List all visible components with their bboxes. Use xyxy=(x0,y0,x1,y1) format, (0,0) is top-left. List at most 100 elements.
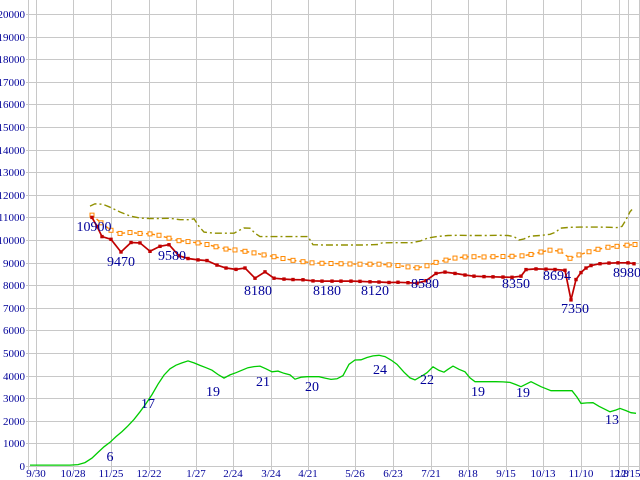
marker-open-square xyxy=(395,263,401,269)
marker-filled-square xyxy=(95,224,99,229)
marker-filled-square xyxy=(482,274,486,279)
y-axis-label: 19000 xyxy=(0,32,26,44)
point-label: 8180 xyxy=(313,284,341,299)
series-lower-green-solid xyxy=(30,354,637,466)
series-line-lower-green-solid xyxy=(30,354,637,466)
point-label: 8350 xyxy=(502,277,530,292)
marker-filled-square xyxy=(196,258,200,262)
marker-filled-square xyxy=(243,266,247,270)
marker-filled-square xyxy=(339,279,343,283)
marker-open-square xyxy=(176,238,182,244)
y-axis-label: 20000 xyxy=(0,9,26,21)
marker-open-square xyxy=(261,252,267,258)
point-label: 17 xyxy=(141,397,155,412)
point-label: 7350 xyxy=(561,302,589,317)
marker-open-square xyxy=(471,254,477,260)
marker-open-square xyxy=(632,242,638,248)
marker-open-square xyxy=(347,261,353,267)
point-label: 9470 xyxy=(107,255,135,270)
marker-filled-square xyxy=(563,268,567,272)
x-axis-label: 10/28 xyxy=(60,468,86,480)
y-axis-label: 2000 xyxy=(3,416,26,428)
y-axis-label: 4000 xyxy=(3,371,26,383)
marker-filled-square xyxy=(501,275,505,279)
marker-open-square xyxy=(595,246,601,252)
y-axis-label: 14000 xyxy=(0,145,26,157)
marker-open-square xyxy=(367,261,373,267)
x-axis-label: 9/15 xyxy=(496,468,516,480)
vertical-gridlines xyxy=(28,0,640,470)
y-axis-label: 10000 xyxy=(0,235,26,247)
marker-open-square xyxy=(117,230,123,236)
point-label: 8120 xyxy=(361,284,389,299)
marker-open-square xyxy=(127,230,133,236)
marker-open-square xyxy=(290,257,296,263)
marker-open-square xyxy=(557,248,563,254)
marker-filled-square xyxy=(368,280,372,284)
marker-filled-square xyxy=(598,262,602,266)
series-line-middle-orange-dashed xyxy=(91,214,636,269)
marker-open-square xyxy=(519,253,525,259)
marker-filled-square xyxy=(215,263,219,267)
marker-open-square xyxy=(300,259,306,265)
x-axis-label: 5/26 xyxy=(345,468,365,480)
marker-open-square xyxy=(481,254,487,260)
point-label: 19 xyxy=(471,385,485,400)
marker-open-square xyxy=(376,261,382,267)
marker-filled-square xyxy=(282,277,286,281)
marker-open-square xyxy=(98,220,104,226)
y-axis-label: 8000 xyxy=(3,280,26,292)
point-label: 19 xyxy=(206,385,220,400)
marker-filled-square xyxy=(616,261,620,265)
y-axis-label: 9000 xyxy=(3,258,26,270)
marker-open-square xyxy=(538,249,544,255)
marker-filled-square xyxy=(553,267,557,272)
marker-open-square xyxy=(242,248,248,254)
marker-filled-square xyxy=(579,270,583,275)
x-axis-label: 6/23 xyxy=(383,468,403,480)
point-label: 6 xyxy=(107,450,114,465)
point-label: 20 xyxy=(305,380,319,395)
y-axis-label: 1000 xyxy=(3,438,26,450)
y-axis-label: 0 xyxy=(20,461,26,473)
marker-filled-square xyxy=(453,271,457,276)
marker-filled-square xyxy=(510,275,514,279)
marker-filled-square xyxy=(544,267,548,271)
x-axis-label: 3/24 xyxy=(261,468,281,480)
marker-filled-square xyxy=(626,261,630,265)
series-main-red-solid xyxy=(90,215,636,302)
marker-open-square xyxy=(586,249,592,255)
marker-filled-square xyxy=(311,279,315,283)
marker-open-square xyxy=(433,259,439,265)
y-axis-label: 6000 xyxy=(3,325,26,337)
marker-open-square xyxy=(137,230,143,236)
marker-open-square xyxy=(185,239,191,245)
marker-open-square xyxy=(166,235,172,241)
marker-open-square xyxy=(195,240,201,246)
point-label: 24 xyxy=(373,363,387,378)
marker-filled-square xyxy=(358,279,362,284)
marker-filled-square xyxy=(491,275,495,279)
y-axis-label: 17000 xyxy=(0,77,26,89)
marker-filled-square xyxy=(253,276,257,280)
marker-filled-square xyxy=(109,237,113,242)
x-axis-label: 12/15 xyxy=(615,468,640,480)
marker-filled-square xyxy=(519,274,523,278)
marker-filled-square xyxy=(272,276,276,280)
marker-filled-square xyxy=(234,267,238,272)
marker-filled-square xyxy=(291,277,295,282)
marker-open-square xyxy=(328,261,334,267)
y-axis-labels: 0 1000 2000 3000 4000 5000 6000 7000 8000 9000 100… xyxy=(0,9,26,473)
y-axis-label: 3000 xyxy=(3,393,26,405)
y-axis-label: 15000 xyxy=(0,122,26,134)
marker-open-square xyxy=(338,261,344,267)
marker-filled-square xyxy=(434,271,438,276)
marker-filled-square xyxy=(349,279,353,283)
point-label: 8980 xyxy=(613,266,640,281)
marker-open-square xyxy=(309,260,315,266)
x-axis-label: 11/10 xyxy=(569,468,594,480)
y-axis-label: 12000 xyxy=(0,190,26,202)
marker-filled-square xyxy=(263,270,267,274)
marker-filled-square xyxy=(205,258,209,263)
